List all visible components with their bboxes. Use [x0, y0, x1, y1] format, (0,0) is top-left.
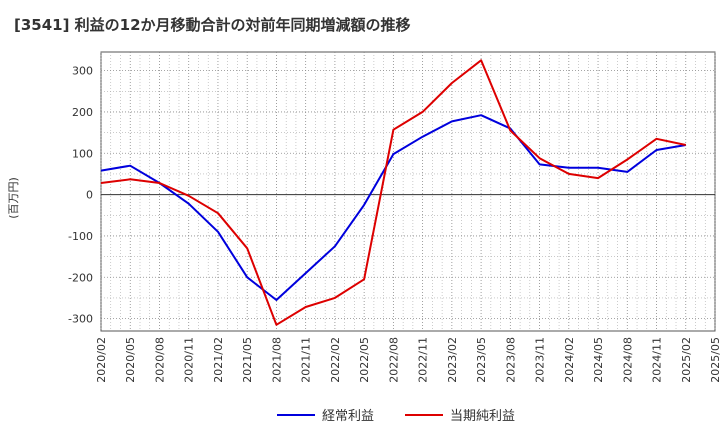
x-tick-label: 2024/05	[592, 337, 605, 383]
x-tick-label: 2023/02	[446, 337, 459, 383]
x-tick-label: 2024/11	[651, 337, 664, 383]
series-layer	[100, 59, 687, 326]
x-tick-label: 2023/08	[504, 337, 517, 383]
x-tick-label: 2021/05	[241, 337, 254, 383]
x-tick-label: 2020/11	[183, 337, 196, 383]
x-tick-label: 2021/02	[212, 337, 225, 383]
chart-title: [3541] 利益の12か月移動合計の対前年同期増減額の推移	[14, 16, 411, 34]
x-tick-label: 2023/11	[534, 337, 547, 383]
x-tick-label: 2020/05	[124, 337, 137, 383]
x-tick-label: 2024/02	[563, 337, 576, 383]
grid-lines	[100, 52, 716, 331]
x-axis-ticks: 2020/02 2020/05 2020/08 2020/11 2021/02 2021/…	[95, 337, 720, 383]
x-tick-label: 2022/05	[358, 337, 371, 383]
x-tick-label: 2025/05	[709, 337, 720, 383]
y-tick-label: 200	[72, 106, 93, 119]
x-tick-label: 2022/08	[387, 337, 400, 383]
y-tick-label: 0	[86, 189, 93, 202]
y-axis-label: (百万円)	[7, 177, 20, 219]
x-tick-label: 2022/11	[417, 337, 430, 383]
y-axis-ticks: -300 -200 -100 0 100 200 300	[68, 65, 93, 326]
legend-label-1: 経常利益	[322, 409, 374, 424]
y-tick-label: 100	[72, 147, 93, 160]
x-tick-label: 2020/02	[95, 337, 108, 383]
x-tick-label: 2020/08	[153, 337, 166, 383]
x-tick-label: 2022/02	[329, 337, 342, 383]
y-tick-label: -200	[68, 271, 93, 284]
y-tick-label: -300	[68, 313, 93, 326]
legend: 経常利益 当期純利益	[277, 409, 515, 424]
x-tick-label: 2024/08	[621, 337, 634, 383]
legend-label-2: 当期純利益	[450, 409, 515, 424]
plot-area	[100, 51, 716, 332]
series-line-1	[100, 114, 686, 301]
y-tick-label: 300	[72, 65, 93, 78]
x-tick-label: 2023/05	[475, 337, 488, 383]
plot-frame	[100, 51, 716, 332]
series-line-2	[100, 59, 687, 326]
x-tick-label: 2021/08	[270, 337, 283, 383]
x-tick-label: 2021/11	[300, 337, 313, 383]
x-tick-label: 2025/02	[680, 337, 693, 383]
y-tick-label: -100	[68, 230, 93, 243]
